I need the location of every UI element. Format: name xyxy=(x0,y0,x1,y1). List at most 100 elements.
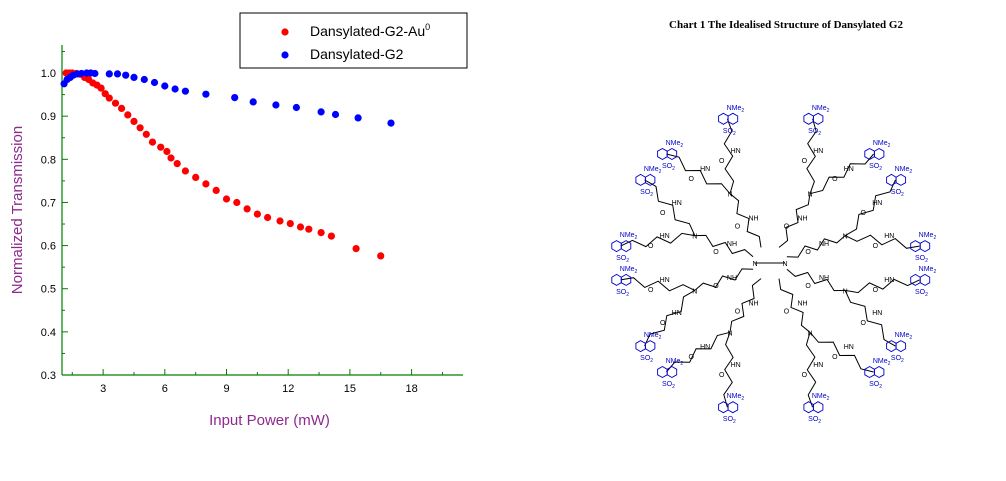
y-tick-label: 0.9 xyxy=(41,111,56,123)
alkyl-chain xyxy=(778,193,811,248)
carbonyl-o: O xyxy=(648,287,654,294)
nme2-label-subscript: 2 xyxy=(741,108,744,114)
data-point xyxy=(91,69,99,78)
x-tick-label: 6 xyxy=(162,383,168,395)
nme2-label-subscript: 2 xyxy=(827,108,830,114)
carbonyl-o: O xyxy=(648,243,654,250)
nme2-label-base: NMe xyxy=(919,232,934,239)
series-dansylated-g2-au xyxy=(62,69,385,260)
so2-label-subscript: 2 xyxy=(672,384,675,390)
alkyl-chain xyxy=(844,290,896,347)
legend-marker xyxy=(281,51,289,59)
nme2-label-base: NMe xyxy=(873,140,888,147)
structure-caption: Chart 1 The Idealised Structure of Dansy… xyxy=(669,19,903,31)
nme2-label-base: NMe xyxy=(727,393,742,400)
y-axis-label: Normalized Transmission xyxy=(9,126,26,294)
naphthalene-ring xyxy=(611,273,622,286)
branch-nitrogen: N xyxy=(727,192,732,199)
data-point xyxy=(136,124,144,132)
alkyl-chain xyxy=(844,179,896,237)
carbonyl-o: O xyxy=(861,320,867,327)
alkyl-chain xyxy=(729,193,762,248)
alkyl-chain xyxy=(809,153,874,195)
nme2-label-subscript: 2 xyxy=(659,335,662,341)
x-tick-label: 18 xyxy=(405,383,417,395)
nme2-label-base: NMe xyxy=(895,166,910,173)
core-nitrogen: N xyxy=(752,261,757,268)
so2-label: SO2 xyxy=(808,416,821,425)
so2-label: SO2 xyxy=(662,381,675,390)
alkyl-chain xyxy=(729,278,762,333)
nme2-label-base: NMe xyxy=(666,358,681,365)
x-tick-label: 15 xyxy=(344,383,356,395)
branch-nitrogen: N xyxy=(807,192,812,199)
alkyl-chain xyxy=(723,118,735,194)
carbonyl-o: O xyxy=(719,158,725,165)
carbonyl-o: O xyxy=(873,243,879,250)
nme2-label-base: NMe xyxy=(812,393,827,400)
nme2-label-subscript: 2 xyxy=(909,169,912,175)
data-point xyxy=(377,252,385,260)
alkyl-chain xyxy=(666,153,731,195)
series-dansylated-g2 xyxy=(60,69,395,127)
so2-label-base: SO xyxy=(616,289,627,296)
so2-label: SO2 xyxy=(723,128,736,137)
so2-label-subscript: 2 xyxy=(901,358,904,364)
so2-label-base: SO xyxy=(869,381,880,388)
so2-label-subscript: 2 xyxy=(818,131,821,137)
nme2-label-subscript: 2 xyxy=(888,143,891,149)
nme2-label-base: NMe xyxy=(620,266,635,273)
carbonyl-o: O xyxy=(832,176,838,183)
naphthalene-ring xyxy=(727,112,739,125)
so2-label-subscript: 2 xyxy=(650,192,653,198)
nme2-label-subscript: 2 xyxy=(741,396,744,402)
nme2-label: NMe2 xyxy=(895,332,913,341)
data-point xyxy=(354,114,362,122)
nme2-label-base: NMe xyxy=(620,232,635,239)
naphthalene-ring xyxy=(657,365,668,379)
alkyl-chain xyxy=(694,234,754,258)
so2-label-base: SO xyxy=(808,416,819,423)
alkyl-chain xyxy=(806,118,817,194)
data-point xyxy=(181,167,189,175)
legend-marker xyxy=(281,28,289,36)
y-tick-label: 0.8 xyxy=(41,154,56,166)
alkyl-chain xyxy=(666,331,731,373)
data-point xyxy=(148,138,157,146)
so2-label-base: SO xyxy=(891,355,902,362)
data-point xyxy=(317,229,325,237)
naphthalene-ring xyxy=(718,401,729,414)
y-tick-label: 0.7 xyxy=(41,197,56,209)
amide-hn: HN xyxy=(672,310,682,317)
so2-label: SO2 xyxy=(869,381,882,390)
legend-label-superscript: 0 xyxy=(425,22,430,32)
x-tick-label: 9 xyxy=(223,383,229,395)
naphthalene-ring xyxy=(886,173,897,186)
nme2-label-subscript: 2 xyxy=(659,169,662,175)
alkyl-chain xyxy=(723,332,734,408)
amide-nh: NH xyxy=(727,275,737,282)
y-tick-label: 1.0 xyxy=(41,68,56,80)
naphthalene-ring xyxy=(803,401,814,414)
alkyl-chain xyxy=(844,234,920,249)
data-point xyxy=(272,101,280,109)
data-point xyxy=(122,71,130,79)
so2-label: SO2 xyxy=(723,416,736,425)
nme2-label-subscript: 2 xyxy=(680,143,683,149)
nme2-label-base: NMe xyxy=(919,266,934,273)
naphthalene-ring xyxy=(635,173,646,186)
nme2-label: NMe2 xyxy=(812,105,830,114)
so2-label-base: SO xyxy=(723,128,734,135)
naphthalene-ring xyxy=(718,112,729,125)
y-tick-label: 0.5 xyxy=(41,284,56,296)
nme2-label-base: NMe xyxy=(895,332,910,339)
so2-label: SO2 xyxy=(616,255,629,264)
amide-hn: HN xyxy=(844,344,854,351)
data-point xyxy=(130,73,138,81)
amide-hn: HN xyxy=(884,277,894,284)
amide-hn: HN xyxy=(731,362,741,369)
so2-label-subscript: 2 xyxy=(901,192,904,198)
so2-label-subscript: 2 xyxy=(733,131,736,137)
data-point xyxy=(317,108,325,116)
naphthalene-ring xyxy=(620,240,632,253)
